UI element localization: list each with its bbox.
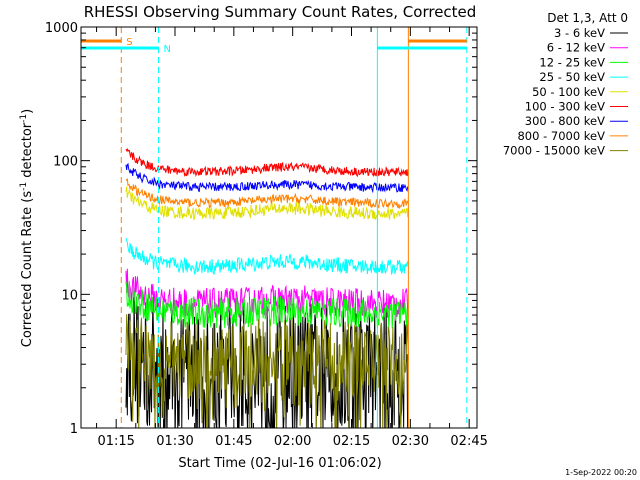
y-axis-label-main: Corrected Count Rate (s	[20, 191, 35, 348]
x-tick-label: 02:15	[333, 434, 370, 449]
x-tick-label: 01:15	[97, 434, 134, 449]
series-line-8	[125, 314, 409, 428]
y-axis-label-mid: detector	[20, 122, 35, 182]
legend-label: 50 - 100 keV	[532, 85, 605, 99]
series-line-1	[125, 268, 409, 319]
legend-label: 800 - 7000 keV	[517, 129, 605, 143]
series-line-3	[125, 237, 409, 276]
x-tick-label: 02:45	[450, 434, 487, 449]
legend-label: 12 - 25 keV	[539, 55, 605, 69]
marker-layer	[81, 27, 468, 428]
chart-title: RHESSI Observing Summary Count Rates, Co…	[84, 3, 477, 21]
legend-label: 100 - 300 keV	[525, 100, 605, 114]
x-tick-label: 02:00	[274, 434, 311, 449]
x-axis-label: Start Time (02-Jul-16 01:06:02)	[178, 456, 381, 471]
marker-label-n: N	[164, 44, 171, 55]
y-axis-label-sup1: -1	[19, 182, 29, 191]
y-tick-label: 1	[70, 422, 78, 437]
y-tick-label: 100	[53, 155, 78, 170]
series-line-2	[125, 280, 409, 329]
legend-label: 3 - 6 keV	[554, 26, 605, 40]
y-axis-label: Corrected Count Rate (s-1 detector-1)	[19, 109, 35, 347]
footer-timestamp: 1-Sep-2022 00:20	[565, 468, 637, 477]
y-axis-label-end: )	[20, 109, 35, 114]
x-tick-label: 01:30	[156, 434, 193, 449]
x-tick-label: 02:30	[392, 434, 429, 449]
series-line-6	[125, 162, 409, 194]
y-tick-label: 1000	[45, 21, 78, 36]
y-axis-label-sup2: -1	[19, 114, 29, 123]
marker-label-s: S	[126, 37, 132, 48]
series-layer	[125, 147, 409, 428]
y-axis: 1 10 100 1000	[45, 21, 477, 437]
legend-label: 300 - 800 keV	[525, 114, 605, 128]
legend-label: 6 - 12 keV	[547, 41, 605, 55]
plot-frame	[80, 26, 478, 429]
legend-label: 7000 - 15000 keV	[503, 144, 605, 158]
series-line-7	[125, 178, 409, 210]
x-axis: 01:15 01:30 01:45 02:00 02:15 02:30 02:45	[96, 27, 488, 449]
legend-header: Det 1,3, Att 0	[547, 11, 628, 25]
series-line-4	[125, 186, 409, 221]
series-line-5	[125, 147, 409, 178]
legend-label: 25 - 50 keV	[539, 70, 605, 84]
y-tick-label: 10	[61, 288, 78, 303]
x-tick-label: 01:45	[215, 434, 252, 449]
